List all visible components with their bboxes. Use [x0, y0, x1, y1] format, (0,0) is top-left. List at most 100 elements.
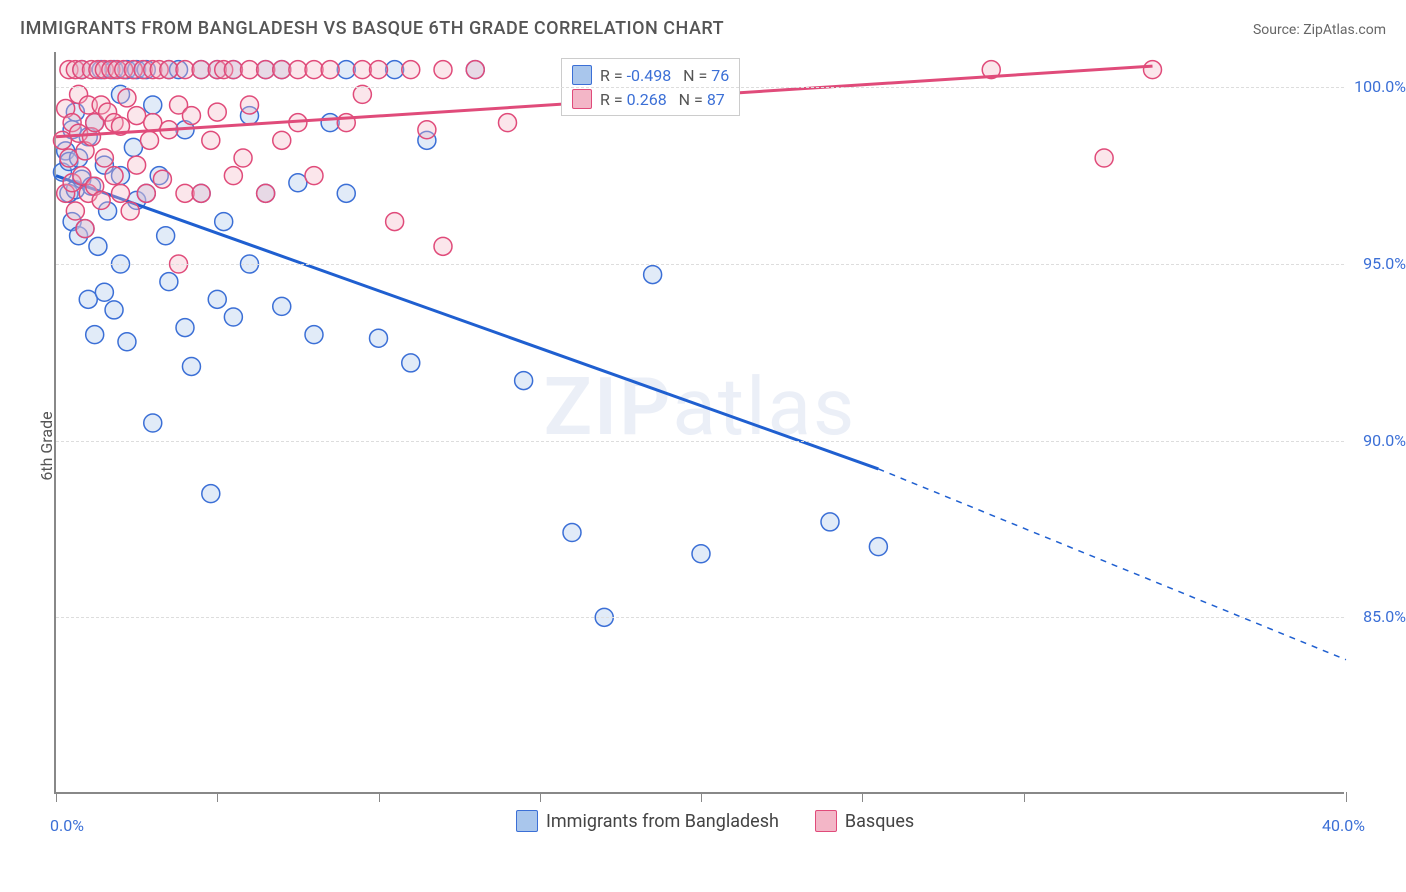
scatter-point [434, 237, 452, 255]
scatter-point [128, 156, 146, 174]
scatter-point [402, 354, 420, 372]
scatter-point [273, 61, 291, 79]
bottom-legend-item: Immigrants from Bangladesh [516, 808, 779, 834]
chart-plot-area: ZIPatlas R = -0.498 N = 76R = 0.268 N = … [54, 52, 1344, 794]
scatter-point [337, 61, 355, 79]
legend-swatch [516, 810, 538, 832]
scatter-point [176, 319, 194, 337]
scatter-point [182, 357, 200, 375]
chart-svg [56, 52, 1344, 792]
scatter-point [202, 131, 220, 149]
scatter-point [66, 202, 84, 220]
scatter-point [869, 538, 887, 556]
y-tick-label: 85.0% [1363, 607, 1406, 626]
scatter-point [234, 149, 252, 167]
scatter-point [515, 372, 533, 390]
trend-line-extrapolated [878, 469, 1346, 660]
scatter-point [257, 184, 275, 202]
x-tick-label: 0.0% [50, 816, 84, 835]
scatter-point [402, 61, 420, 79]
scatter-point [305, 61, 323, 79]
scatter-point [60, 149, 78, 167]
scatter-point [86, 326, 104, 344]
scatter-point [105, 167, 123, 185]
scatter-point [76, 220, 94, 238]
legend-stat-text: R = -0.498 N = 76 [600, 66, 729, 85]
scatter-point [112, 184, 130, 202]
source-attribution: Source: ZipAtlas.com [1253, 22, 1386, 38]
scatter-point [160, 273, 178, 291]
legend-stat-text: R = 0.268 N = 87 [600, 90, 725, 109]
scatter-point [257, 61, 275, 79]
y-tick-label: 90.0% [1363, 431, 1406, 450]
source-prefix: Source: [1253, 22, 1303, 38]
scatter-point [176, 184, 194, 202]
x-tick [217, 792, 218, 802]
scatter-point [192, 61, 210, 79]
scatter-point [1095, 149, 1113, 167]
scatter-point [95, 283, 113, 301]
scatter-point [305, 167, 323, 185]
y-gridline [56, 617, 1344, 618]
legend-swatch [572, 65, 592, 85]
scatter-point [176, 61, 194, 79]
scatter-point [224, 61, 242, 79]
legend-swatch [572, 89, 592, 109]
scatter-point [182, 107, 200, 125]
scatter-point [273, 297, 291, 315]
scatter-point [92, 191, 110, 209]
scatter-point [89, 237, 107, 255]
scatter-point [118, 333, 136, 351]
scatter-point [224, 167, 242, 185]
scatter-point [241, 61, 259, 79]
scatter-point [95, 149, 113, 167]
scatter-point [563, 524, 581, 542]
legend-row: R = 0.268 N = 87 [572, 87, 729, 111]
legend-row: R = -0.498 N = 76 [572, 63, 729, 87]
source-name: ZipAtlas.com [1303, 22, 1386, 38]
scatter-point [418, 121, 436, 139]
x-tick [1346, 792, 1347, 802]
scatter-point [121, 202, 139, 220]
scatter-point [305, 326, 323, 344]
x-tick [56, 792, 57, 802]
scatter-point [208, 103, 226, 121]
scatter-point [289, 61, 307, 79]
scatter-point [273, 131, 291, 149]
y-tick-label: 100.0% [1354, 77, 1406, 96]
scatter-point [289, 174, 307, 192]
scatter-point [153, 170, 171, 188]
y-gridline [56, 264, 1344, 265]
scatter-point [137, 184, 155, 202]
scatter-point [321, 61, 339, 79]
chart-title: IMMIGRANTS FROM BANGLADESH VS BASQUE 6TH… [20, 18, 724, 39]
scatter-point [337, 184, 355, 202]
scatter-point [144, 96, 162, 114]
scatter-point [692, 545, 710, 563]
scatter-point [202, 485, 220, 503]
scatter-point [1144, 61, 1162, 79]
scatter-point [118, 89, 136, 107]
scatter-point [144, 414, 162, 432]
scatter-point [141, 131, 159, 149]
x-tick [701, 792, 702, 802]
y-gridline [56, 87, 1344, 88]
y-tick-label: 95.0% [1363, 254, 1406, 273]
legend-series-name: Immigrants from Bangladesh [546, 811, 779, 832]
scatter-point [466, 61, 484, 79]
x-tick [862, 792, 863, 802]
scatter-point [821, 513, 839, 531]
x-tick-label: 40.0% [1322, 816, 1365, 835]
x-tick [379, 792, 380, 802]
scatter-point [224, 308, 242, 326]
scatter-point [79, 290, 97, 308]
scatter-point [353, 61, 371, 79]
scatter-point [644, 266, 662, 284]
scatter-point [128, 107, 146, 125]
scatter-point [370, 61, 388, 79]
scatter-point [215, 213, 233, 231]
scatter-point [124, 138, 142, 156]
scatter-point [499, 114, 517, 132]
legend-series-name: Basques [845, 811, 914, 832]
scatter-point [434, 61, 452, 79]
